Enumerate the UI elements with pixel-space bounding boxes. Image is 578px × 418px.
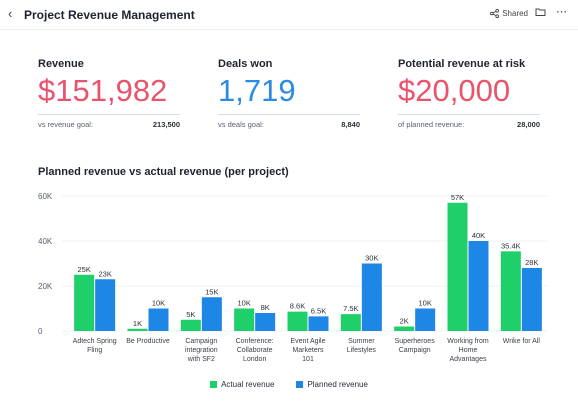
kpi-foot-label: vs revenue goal:	[38, 120, 94, 129]
x-tick-label: Collaborate	[237, 347, 273, 354]
kpi-footer: vs deals goal: 8,840	[218, 114, 360, 129]
x-tick-label: Advantages	[450, 356, 487, 363]
y-tick-label: 60K	[38, 192, 53, 201]
bar-planned	[95, 279, 116, 331]
kpi-value: $20,000	[398, 73, 511, 108]
bar-planned	[148, 308, 169, 331]
x-tick-label: integration	[185, 347, 218, 354]
bar-value-label: 30K	[365, 254, 378, 263]
bar-planned	[308, 316, 329, 331]
bar-value-label: 8.6K	[290, 302, 305, 311]
bar-actual	[180, 319, 201, 331]
kpi-foot-value: 28,000	[517, 120, 540, 129]
x-tick-label: 101	[302, 356, 314, 363]
x-tick-label: Summer	[348, 338, 375, 345]
shared-label: Shared	[502, 9, 528, 18]
share-icon	[490, 9, 500, 18]
bar-actual	[127, 328, 148, 331]
bar-actual	[287, 311, 308, 331]
x-tick-label: Conference:	[236, 338, 274, 345]
legend-swatch-planned	[296, 381, 304, 388]
x-tick-label: Campaign	[399, 347, 431, 354]
bar-value-label: 25K	[77, 265, 90, 274]
kpi-footer: of planned revenue: 28,000	[398, 114, 540, 129]
x-tick-label: Adtech Spring	[73, 338, 117, 345]
chart-legend: Actual revenue Planned revenue	[0, 380, 578, 389]
y-tick-label: 40K	[38, 237, 53, 246]
bar-actual	[500, 251, 521, 331]
header-bar: ‹ Project Revenue Management Shared ⋯	[0, 0, 578, 30]
kpi-title: Potential revenue at risk	[398, 58, 526, 70]
bar-value-label: 1K	[133, 319, 142, 328]
x-tick-label: Home	[459, 347, 478, 354]
bar-value-label: 10K	[152, 299, 165, 308]
bar-value-label: 23K	[98, 269, 111, 278]
bar-actual	[447, 202, 468, 331]
legend-label: Planned revenue	[307, 380, 368, 389]
kpi-deals-won: Deals won 1,719 vs deals goal: 8,840	[218, 58, 360, 129]
bar-value-label: 2K	[400, 317, 409, 326]
kpi-revenue-at-risk: Potential revenue at risk $20,000 of pla…	[398, 58, 540, 129]
more-icon[interactable]: ⋯	[556, 6, 568, 18]
bar-planned	[521, 268, 542, 331]
bar-value-label: 5K	[186, 310, 195, 319]
x-tick-label: Superheroes	[395, 338, 436, 345]
bar-value-label: 6.5K	[311, 306, 326, 315]
y-tick-label: 20K	[38, 282, 53, 291]
bar-value-label: 10K	[418, 299, 431, 308]
chevron-left-icon[interactable]: ‹	[8, 6, 13, 21]
x-tick-label: with SF2	[187, 356, 215, 363]
bar-value-label: 28K	[525, 258, 538, 267]
legend-swatch-actual	[210, 381, 218, 388]
page-title: Project Revenue Management	[24, 8, 195, 22]
legend-label: Actual revenue	[221, 380, 275, 389]
chart-title: Planned revenue vs actual revenue (per p…	[38, 166, 289, 178]
x-tick-label: London	[243, 356, 266, 363]
bar-planned	[415, 308, 436, 331]
kpi-title: Deals won	[218, 58, 273, 70]
x-tick-label: Wrike for All	[503, 338, 541, 345]
bar-planned	[255, 313, 276, 331]
x-tick-label: Lifestyles	[347, 347, 377, 354]
kpi-foot-label: of planned revenue:	[398, 120, 465, 129]
x-tick-label: Working from	[447, 338, 489, 345]
bar-planned	[201, 297, 222, 331]
bar-value-label: 57K	[451, 193, 464, 202]
legend-item-planned: Planned revenue	[296, 380, 368, 389]
bar-value-label: 7.5K	[343, 304, 358, 313]
x-tick-label: Marketers	[292, 347, 324, 354]
bar-actual	[394, 326, 415, 331]
bar-value-label: 40K	[472, 231, 485, 240]
kpi-title: Revenue	[38, 58, 84, 70]
x-tick-label: Be Productive	[126, 338, 170, 345]
x-tick-label: Campaign	[185, 338, 217, 345]
bar-actual	[74, 274, 95, 331]
bar-actual	[234, 308, 255, 331]
x-tick-label: Fling	[87, 347, 102, 354]
x-tick-label: Event Agile	[290, 338, 325, 345]
kpi-foot-label: vs deals goal:	[218, 120, 264, 129]
y-tick-label: 0	[38, 327, 43, 336]
bar-value-label: 15K	[205, 287, 218, 296]
bar-value-label: 8K	[261, 303, 270, 312]
bar-value-label: 35.4K	[501, 241, 521, 250]
bar-planned	[468, 241, 489, 331]
folder-icon[interactable]	[535, 7, 546, 17]
kpi-value: $151,982	[38, 73, 168, 108]
kpi-foot-value: 8,840	[341, 120, 360, 129]
bar-actual	[340, 314, 361, 331]
kpi-foot-value: 213,500	[152, 120, 180, 129]
revenue-bar-chart: 0 20K 40K 60K 25K 23K Adtech Spring Fling 1K 10K B…	[38, 192, 548, 363]
kpi-revenue: Revenue $151,982 vs revenue goal: 213,50…	[38, 58, 180, 129]
bar-planned	[361, 263, 382, 331]
shared-button[interactable]: Shared	[490, 9, 528, 18]
kpi-footer: vs revenue goal: 213,500	[38, 114, 180, 129]
legend-item-actual: Actual revenue	[210, 380, 274, 389]
bar-value-label: 10K	[237, 299, 250, 308]
kpi-value: 1,719	[218, 73, 296, 108]
